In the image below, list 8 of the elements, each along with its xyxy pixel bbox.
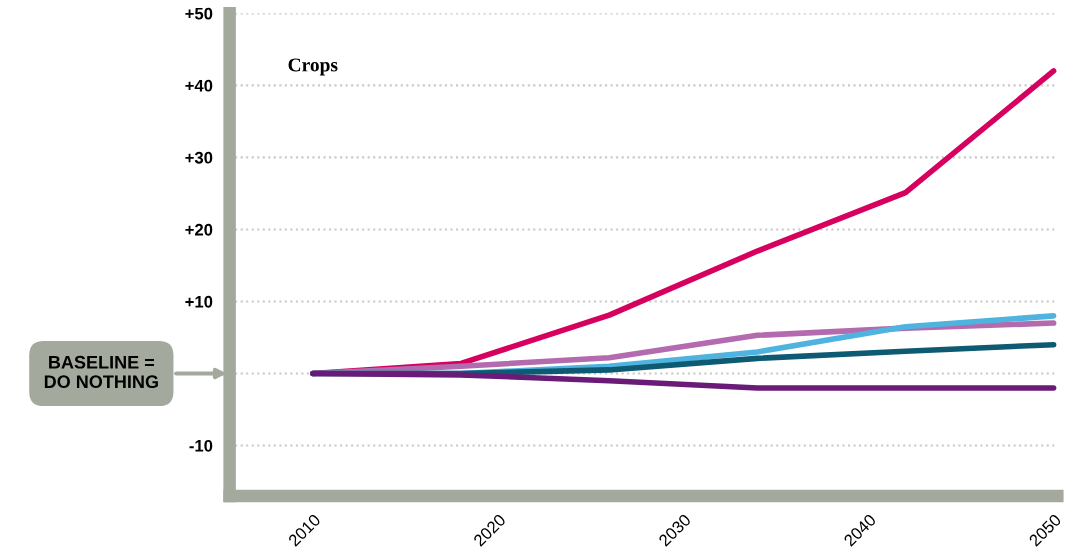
- y-tick-label: +20: [185, 223, 213, 236]
- text: BASELINE = DO NOTHING: [44, 355, 158, 389]
- y-tick-label: -10: [189, 439, 213, 452]
- y-tick-label: +30: [185, 151, 213, 164]
- y-tick-label: +40: [185, 79, 213, 92]
- y-tick-label: +10: [185, 295, 213, 308]
- text: Crops: [288, 58, 338, 76]
- y-tick-label: +50: [185, 7, 213, 20]
